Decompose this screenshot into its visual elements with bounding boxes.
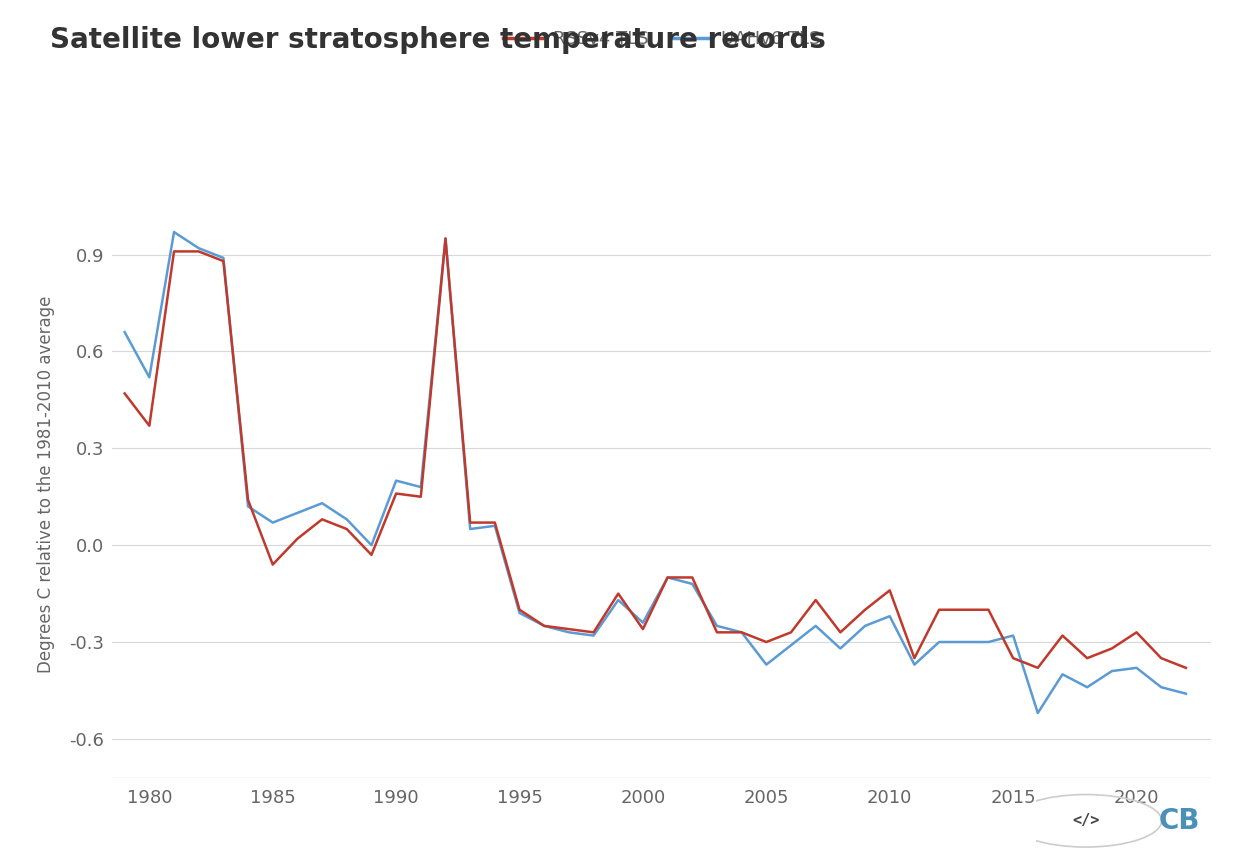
UAHv6 TLS xyxy=(1006,631,1021,641)
RSSv4 TLS xyxy=(882,585,897,595)
RSSv4 TLS xyxy=(1055,631,1070,641)
RSSv4 TLS xyxy=(142,421,157,431)
RSSv4 TLS xyxy=(1104,644,1119,654)
RSSv4 TLS xyxy=(1080,653,1094,664)
RSSv4 TLS xyxy=(488,518,503,528)
RSSv4 TLS xyxy=(413,492,428,502)
UAHv6 TLS xyxy=(216,252,231,263)
RSSv4 TLS xyxy=(1129,627,1144,638)
RSSv4 TLS xyxy=(241,495,256,505)
UAHv6 TLS xyxy=(635,618,650,628)
UAHv6 TLS xyxy=(413,482,428,492)
RSSv4 TLS xyxy=(610,588,625,599)
UAHv6 TLS xyxy=(784,640,799,651)
Line: UAHv6 TLS: UAHv6 TLS xyxy=(125,232,1186,713)
RSSv4 TLS xyxy=(1178,663,1193,673)
RSSv4 TLS xyxy=(290,534,305,544)
RSSv4 TLS xyxy=(832,627,847,638)
UAHv6 TLS xyxy=(512,607,527,618)
UAHv6 TLS xyxy=(610,595,625,606)
RSSv4 TLS xyxy=(463,518,478,528)
RSSv4 TLS xyxy=(266,559,281,569)
UAHv6 TLS xyxy=(1178,689,1193,699)
Y-axis label: Degrees C relative to the 1981-2010 average: Degrees C relative to the 1981-2010 aver… xyxy=(37,295,55,672)
RSSv4 TLS xyxy=(685,572,700,582)
Legend: RSSv4 TLS, UAHv6 TLS: RSSv4 TLS, UAHv6 TLS xyxy=(495,22,827,55)
UAHv6 TLS xyxy=(685,579,700,589)
UAHv6 TLS xyxy=(709,620,724,631)
RSSv4 TLS xyxy=(759,637,774,647)
UAHv6 TLS xyxy=(537,620,552,631)
UAHv6 TLS xyxy=(562,627,577,638)
UAHv6 TLS xyxy=(266,518,281,528)
RSSv4 TLS xyxy=(956,605,971,615)
UAHv6 TLS xyxy=(907,659,922,670)
RSSv4 TLS xyxy=(635,624,650,634)
RSSv4 TLS xyxy=(709,627,724,638)
RSSv4 TLS xyxy=(1006,653,1021,664)
RSSv4 TLS xyxy=(857,605,872,615)
RSSv4 TLS xyxy=(117,388,132,398)
RSSv4 TLS xyxy=(907,653,922,664)
RSSv4 TLS xyxy=(166,246,181,257)
RSSv4 TLS xyxy=(660,572,675,582)
RSSv4 TLS xyxy=(734,627,749,638)
UAHv6 TLS xyxy=(882,611,897,621)
UAHv6 TLS xyxy=(1080,682,1094,692)
RSSv4 TLS xyxy=(587,627,602,638)
RSSv4 TLS xyxy=(512,605,527,615)
UAHv6 TLS xyxy=(241,501,256,511)
UAHv6 TLS xyxy=(388,475,403,486)
RSSv4 TLS xyxy=(191,246,206,257)
RSSv4 TLS xyxy=(216,256,231,266)
RSSv4 TLS xyxy=(931,605,946,615)
Line: RSSv4 TLS: RSSv4 TLS xyxy=(125,238,1186,668)
Text: CB: CB xyxy=(1159,807,1201,835)
UAHv6 TLS xyxy=(809,620,824,631)
UAHv6 TLS xyxy=(931,637,946,647)
RSSv4 TLS xyxy=(339,524,354,534)
UAHv6 TLS xyxy=(488,521,503,531)
RSSv4 TLS xyxy=(438,233,453,244)
RSSv4 TLS xyxy=(388,488,403,499)
UAHv6 TLS xyxy=(438,233,453,244)
UAHv6 TLS xyxy=(587,631,602,641)
UAHv6 TLS xyxy=(463,524,478,534)
UAHv6 TLS xyxy=(1153,682,1168,692)
UAHv6 TLS xyxy=(191,243,206,253)
UAHv6 TLS xyxy=(1031,708,1046,718)
UAHv6 TLS xyxy=(734,627,749,638)
RSSv4 TLS xyxy=(364,550,379,560)
Text: Satellite lower stratosphere temperature records: Satellite lower stratosphere temperature… xyxy=(50,26,826,54)
Text: </>: </> xyxy=(1072,813,1099,829)
UAHv6 TLS xyxy=(857,620,872,631)
RSSv4 TLS xyxy=(1031,663,1046,673)
UAHv6 TLS xyxy=(339,514,354,524)
RSSv4 TLS xyxy=(562,624,577,634)
RSSv4 TLS xyxy=(1153,653,1168,664)
UAHv6 TLS xyxy=(117,327,132,337)
RSSv4 TLS xyxy=(981,605,996,615)
UAHv6 TLS xyxy=(1104,666,1119,677)
UAHv6 TLS xyxy=(981,637,996,647)
RSSv4 TLS xyxy=(809,595,824,606)
UAHv6 TLS xyxy=(1055,669,1070,679)
UAHv6 TLS xyxy=(142,372,157,383)
UAHv6 TLS xyxy=(660,572,675,582)
RSSv4 TLS xyxy=(314,514,329,524)
UAHv6 TLS xyxy=(956,637,971,647)
UAHv6 TLS xyxy=(364,540,379,550)
UAHv6 TLS xyxy=(759,659,774,670)
RSSv4 TLS xyxy=(537,620,552,631)
UAHv6 TLS xyxy=(1129,663,1144,673)
RSSv4 TLS xyxy=(784,627,799,638)
UAHv6 TLS xyxy=(290,508,305,518)
UAHv6 TLS xyxy=(166,227,181,238)
UAHv6 TLS xyxy=(832,644,847,654)
UAHv6 TLS xyxy=(314,498,329,508)
